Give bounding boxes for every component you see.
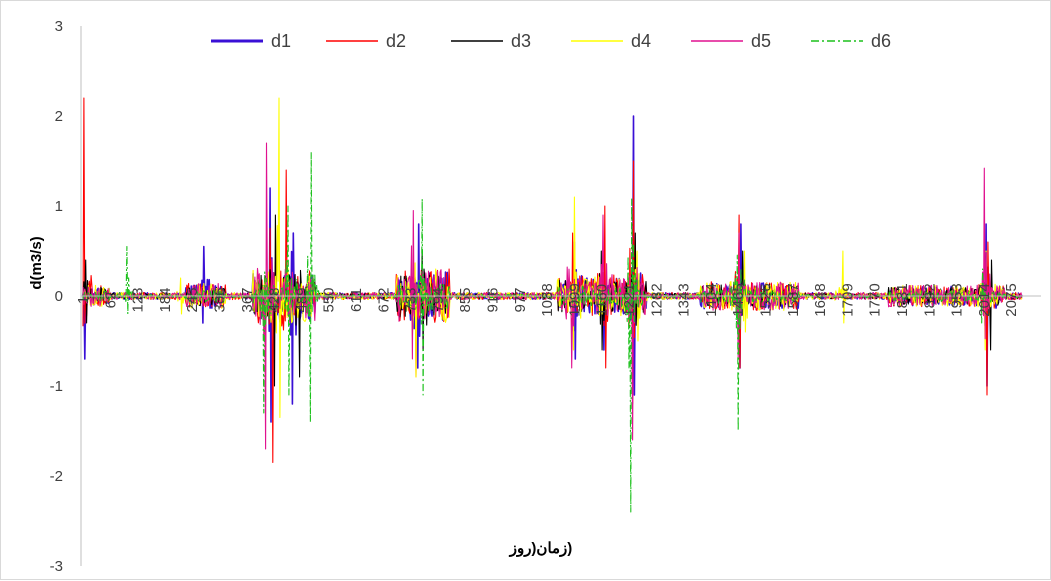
x-tick-label: 855: [457, 287, 474, 312]
x-tick-label: 1221: [621, 283, 638, 316]
x-tick-label: 123: [130, 287, 147, 312]
x-tick-label: 62: [102, 292, 119, 309]
legend-label-d5: d5: [751, 31, 771, 51]
x-axis-title: (زمان(روز: [509, 540, 573, 557]
series-line-d2: [82, 97, 1023, 464]
y-tick-label: -1: [50, 378, 63, 395]
series-line-d4: [82, 97, 1023, 419]
x-tick-label: 184: [157, 287, 174, 312]
legend: d1 d2 d3 d4 d5 d6: [211, 31, 891, 51]
series-line-d1: [82, 115, 1023, 423]
series-line-d6: [82, 151, 1023, 513]
x-tick-label: 794: [430, 287, 447, 312]
legend-label-d4: d4: [631, 31, 651, 51]
x-tick-label: 428: [266, 287, 283, 312]
x-tick-label: 1953: [949, 283, 966, 316]
y-tick-label: -3: [50, 558, 63, 575]
y-tick-labels: 3 2 1 0 -1 -2 -3: [50, 18, 63, 575]
x-tick-label: 1831: [894, 283, 911, 316]
x-tick-label: 1038: [539, 283, 556, 316]
x-tick-label: 1: [75, 296, 92, 304]
x-tick-label: 672: [375, 287, 392, 312]
y-axis-title: d(m3/s): [28, 236, 45, 289]
x-tick-label: 2075: [1003, 283, 1020, 316]
x-tick-label: 916: [485, 287, 502, 312]
x-tick-label: 1404: [703, 283, 720, 316]
x-tick-label: 1526: [758, 283, 775, 316]
axes-layer: [80, 26, 1041, 566]
legend-label-d2: d2: [386, 31, 406, 51]
x-tick-label: 306: [212, 287, 229, 312]
x-tick-label: 550: [321, 287, 338, 312]
x-tick-label: 611: [348, 288, 365, 312]
x-tick-label: 1099: [566, 283, 583, 316]
x-tick-label: 1892: [921, 283, 938, 316]
x-tick-label: 1709: [839, 283, 856, 316]
legend-label-d3: d3: [511, 31, 531, 51]
x-tick-labels: 1 62 123 184 245 306 367 428 489 550 611 672 733 794 8…: [75, 283, 1020, 316]
x-tick-label: 2014: [976, 283, 993, 316]
x-tick-label: 977: [512, 287, 529, 312]
x-tick-label: 367: [239, 287, 256, 312]
legend-label-d6: d6: [871, 31, 891, 51]
x-tick-label: 1343: [676, 283, 693, 316]
y-tick-label: 0: [55, 288, 63, 305]
y-tick-label: 3: [55, 18, 63, 35]
x-tick-label: 1648: [812, 283, 829, 316]
x-tick-label: 1587: [785, 283, 802, 316]
y-tick-label: 2: [55, 108, 63, 125]
x-tick-label: 733: [403, 287, 420, 312]
x-tick-label: 1160: [594, 284, 611, 316]
y-tick-label: 1: [55, 198, 63, 215]
x-tick-label: 1282: [648, 283, 665, 316]
x-tick-label: 1465: [730, 283, 747, 316]
x-tick-label: 1770: [867, 283, 884, 316]
y-tick-label: -2: [50, 468, 63, 485]
x-tick-label: 489: [293, 287, 310, 312]
x-tick-label: 245: [184, 287, 201, 312]
legend-label-d1: d1: [271, 31, 291, 51]
